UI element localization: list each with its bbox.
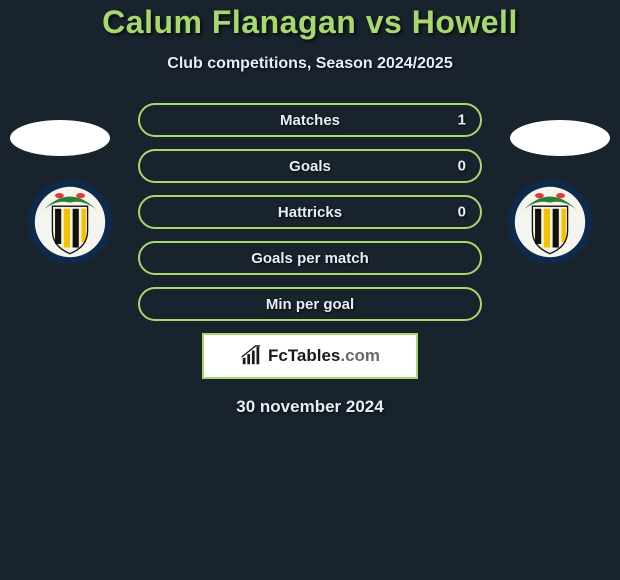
crest-icon bbox=[26, 178, 114, 266]
stat-row-min-per-goal: Min per goal bbox=[138, 287, 482, 321]
date-label: 30 november 2024 bbox=[0, 397, 620, 417]
stat-row-goals: Goals 0 bbox=[138, 149, 482, 183]
crest-icon bbox=[506, 178, 594, 266]
branding-text: FcTables.com bbox=[268, 346, 380, 366]
club-crest-left bbox=[26, 178, 114, 266]
stats-list: Matches 1 Goals 0 Hattricks 0 Goals per … bbox=[138, 103, 482, 321]
player-photo-placeholder-right bbox=[510, 120, 610, 156]
bar-chart-icon bbox=[240, 345, 262, 367]
page-title: Calum Flanagan vs Howell bbox=[0, 4, 620, 41]
stat-row-matches: Matches 1 bbox=[138, 103, 482, 137]
stat-label: Matches bbox=[280, 112, 340, 129]
stat-value-right: 0 bbox=[458, 158, 466, 175]
stat-value-right: 0 bbox=[458, 204, 466, 221]
stat-label: Goals bbox=[289, 158, 331, 175]
player-photo-placeholder-left bbox=[10, 120, 110, 156]
stat-value-right: 1 bbox=[458, 112, 466, 129]
stat-label: Hattricks bbox=[278, 204, 342, 221]
stat-label: Min per goal bbox=[266, 296, 354, 313]
branding-box[interactable]: FcTables.com bbox=[202, 333, 418, 379]
branding-name: FcTables bbox=[268, 346, 340, 365]
page-subtitle: Club competitions, Season 2024/2025 bbox=[0, 55, 620, 73]
stat-label: Goals per match bbox=[251, 250, 369, 267]
stat-row-goals-per-match: Goals per match bbox=[138, 241, 482, 275]
stat-row-hattricks: Hattricks 0 bbox=[138, 195, 482, 229]
branding-domain: .com bbox=[340, 346, 380, 365]
club-crest-right bbox=[506, 178, 594, 266]
